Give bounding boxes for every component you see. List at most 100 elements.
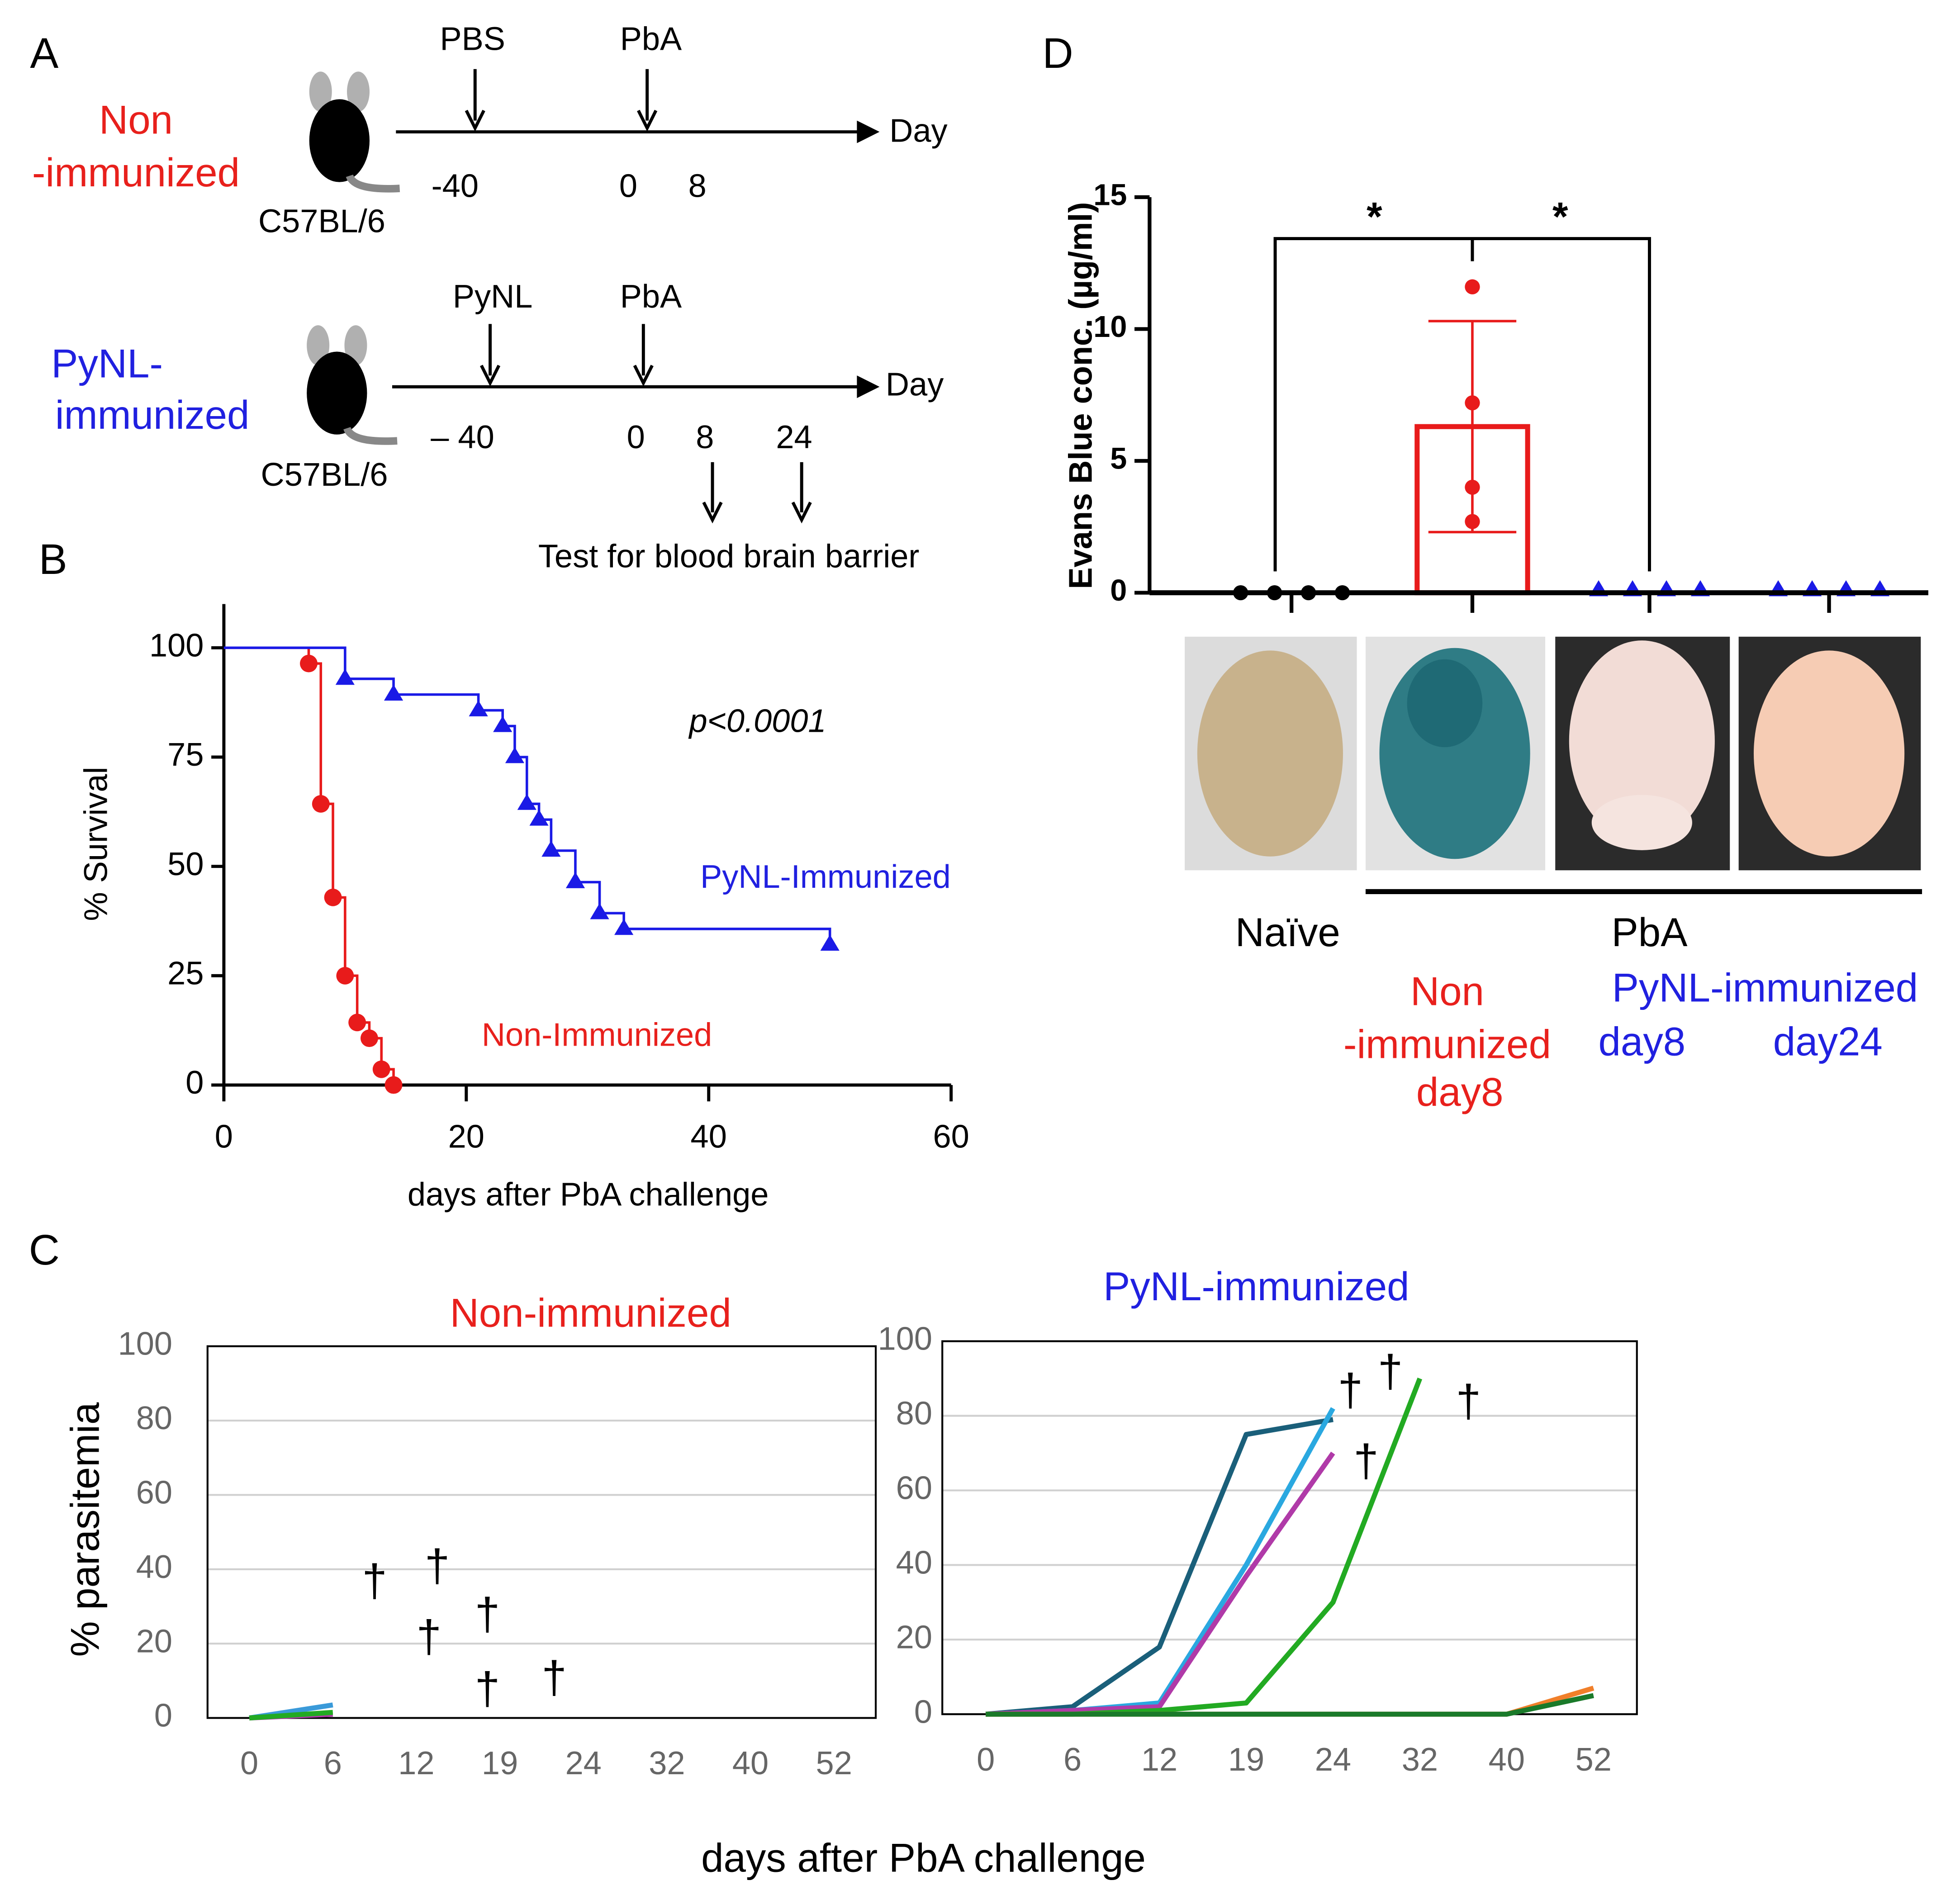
point bbox=[1465, 395, 1480, 411]
p-value: p<0.0001 bbox=[688, 703, 826, 739]
axis-label: Day bbox=[889, 113, 947, 149]
marker bbox=[324, 888, 342, 906]
point bbox=[1465, 479, 1480, 495]
y-tick-label: 0 bbox=[914, 1694, 932, 1730]
chart-title: PyNL-immunized bbox=[1103, 1264, 1409, 1309]
marker bbox=[361, 1029, 378, 1047]
marker bbox=[372, 1060, 390, 1078]
significance: * bbox=[1552, 194, 1568, 239]
step-line bbox=[223, 646, 395, 1085]
x-tick-label: 40 bbox=[732, 1745, 769, 1781]
brain-photos bbox=[1185, 636, 1921, 871]
marker bbox=[505, 747, 525, 763]
y-tick-label: 20 bbox=[896, 1619, 932, 1655]
y-tick-label: 40 bbox=[896, 1544, 932, 1581]
y-tick-label: 80 bbox=[896, 1396, 932, 1432]
significance-bracket bbox=[1273, 237, 1651, 572]
event-label: PyNL bbox=[453, 279, 533, 315]
group-label: -immunized bbox=[32, 150, 240, 195]
y-tick-label: 0 bbox=[185, 1065, 204, 1101]
plot-frame bbox=[206, 1345, 877, 1719]
marker bbox=[565, 872, 585, 888]
y-tick-label: 40 bbox=[136, 1549, 172, 1585]
group-label: PbA bbox=[1612, 910, 1688, 955]
marker bbox=[348, 1014, 366, 1032]
panel-label: D bbox=[1043, 30, 1073, 77]
y-tick-label: 10 bbox=[1093, 310, 1127, 344]
x-tick-label: 0 bbox=[977, 1742, 995, 1778]
dagger: † bbox=[475, 1589, 500, 1639]
y-axis-label: % Survival bbox=[78, 767, 114, 921]
chart-title: Non-immunized bbox=[450, 1290, 731, 1335]
marker bbox=[590, 903, 609, 919]
y-tick-label: 25 bbox=[167, 955, 204, 991]
y-tick-label: 5 bbox=[1110, 442, 1127, 476]
x-tick-label: 19 bbox=[482, 1745, 518, 1781]
event-label: PbA bbox=[620, 21, 682, 57]
x-tick-label: 0 bbox=[240, 1745, 258, 1781]
marker bbox=[300, 654, 318, 673]
marker bbox=[469, 700, 488, 716]
y-tick-label: 75 bbox=[167, 737, 204, 773]
group-label: Non bbox=[1410, 969, 1484, 1014]
axis-label: Day bbox=[886, 366, 944, 403]
group-label: -immunized bbox=[1343, 1022, 1551, 1066]
marker bbox=[312, 795, 330, 813]
x-axis-label: days after PbA challenge bbox=[408, 1176, 769, 1213]
y-tick-label: 60 bbox=[136, 1474, 172, 1511]
marker bbox=[517, 794, 536, 810]
dagger: † bbox=[1378, 1346, 1403, 1397]
panel-label: A bbox=[30, 30, 58, 77]
mouse-icon bbox=[309, 71, 400, 193]
day-label: 24 bbox=[776, 419, 812, 455]
marker bbox=[529, 810, 549, 826]
x-tick-label: 20 bbox=[448, 1119, 484, 1155]
x-tick-label: 32 bbox=[649, 1745, 685, 1781]
y-tick-label: 0 bbox=[154, 1698, 172, 1734]
day-label: 0 bbox=[627, 419, 645, 455]
x-tick-label: 40 bbox=[691, 1119, 727, 1155]
group-label: Naïve bbox=[1235, 910, 1340, 955]
panel-label: C bbox=[29, 1227, 60, 1274]
error-bar bbox=[1428, 320, 1517, 534]
x-tick-label: 0 bbox=[215, 1119, 233, 1155]
dagger: † bbox=[362, 1556, 387, 1606]
group-label: PyNL-immunized bbox=[1612, 965, 1918, 1010]
dagger: † bbox=[1456, 1376, 1481, 1426]
y-tick-label: 100 bbox=[878, 1321, 932, 1357]
x-tick-label: 24 bbox=[565, 1745, 602, 1781]
y-tick-label: 80 bbox=[136, 1400, 172, 1436]
x-tick-label: 12 bbox=[1141, 1742, 1177, 1778]
schematic: Non -immunized C57BL/6 Day PBS PbA -40 0… bbox=[32, 21, 948, 575]
day-label: 8 bbox=[696, 419, 714, 455]
x-axis-label: days after PbA challenge bbox=[701, 1836, 1146, 1881]
day-label: 8 bbox=[688, 168, 707, 204]
mouse-icon bbox=[307, 325, 398, 445]
day-label: -40 bbox=[432, 168, 479, 204]
group-label: immunized bbox=[55, 393, 250, 437]
dagger: † bbox=[1353, 1436, 1379, 1486]
group-label: day8 bbox=[1599, 1019, 1686, 1064]
y-tick-label: 60 bbox=[896, 1470, 932, 1506]
y-tick-label: 100 bbox=[149, 627, 204, 663]
marker bbox=[820, 934, 840, 951]
x-tick-label: 52 bbox=[816, 1745, 852, 1781]
strain-label: C57BL/6 bbox=[258, 203, 385, 239]
y-tick-label: 15 bbox=[1093, 179, 1127, 212]
y-tick-label: 100 bbox=[118, 1326, 172, 1362]
dagger: † bbox=[1338, 1365, 1363, 1415]
group-label: day8 bbox=[1416, 1070, 1504, 1114]
x-tick-label: 40 bbox=[1489, 1742, 1525, 1778]
point bbox=[1465, 279, 1480, 294]
significance: * bbox=[1367, 194, 1382, 239]
marker bbox=[541, 840, 561, 857]
point bbox=[1465, 514, 1480, 529]
x-tick-label: 6 bbox=[324, 1745, 342, 1781]
line bbox=[986, 1693, 1594, 1717]
marker bbox=[384, 1076, 403, 1094]
marker bbox=[335, 668, 355, 685]
marker bbox=[384, 684, 403, 701]
dagger: † bbox=[425, 1541, 450, 1591]
group-label: PyNL- bbox=[51, 341, 163, 386]
